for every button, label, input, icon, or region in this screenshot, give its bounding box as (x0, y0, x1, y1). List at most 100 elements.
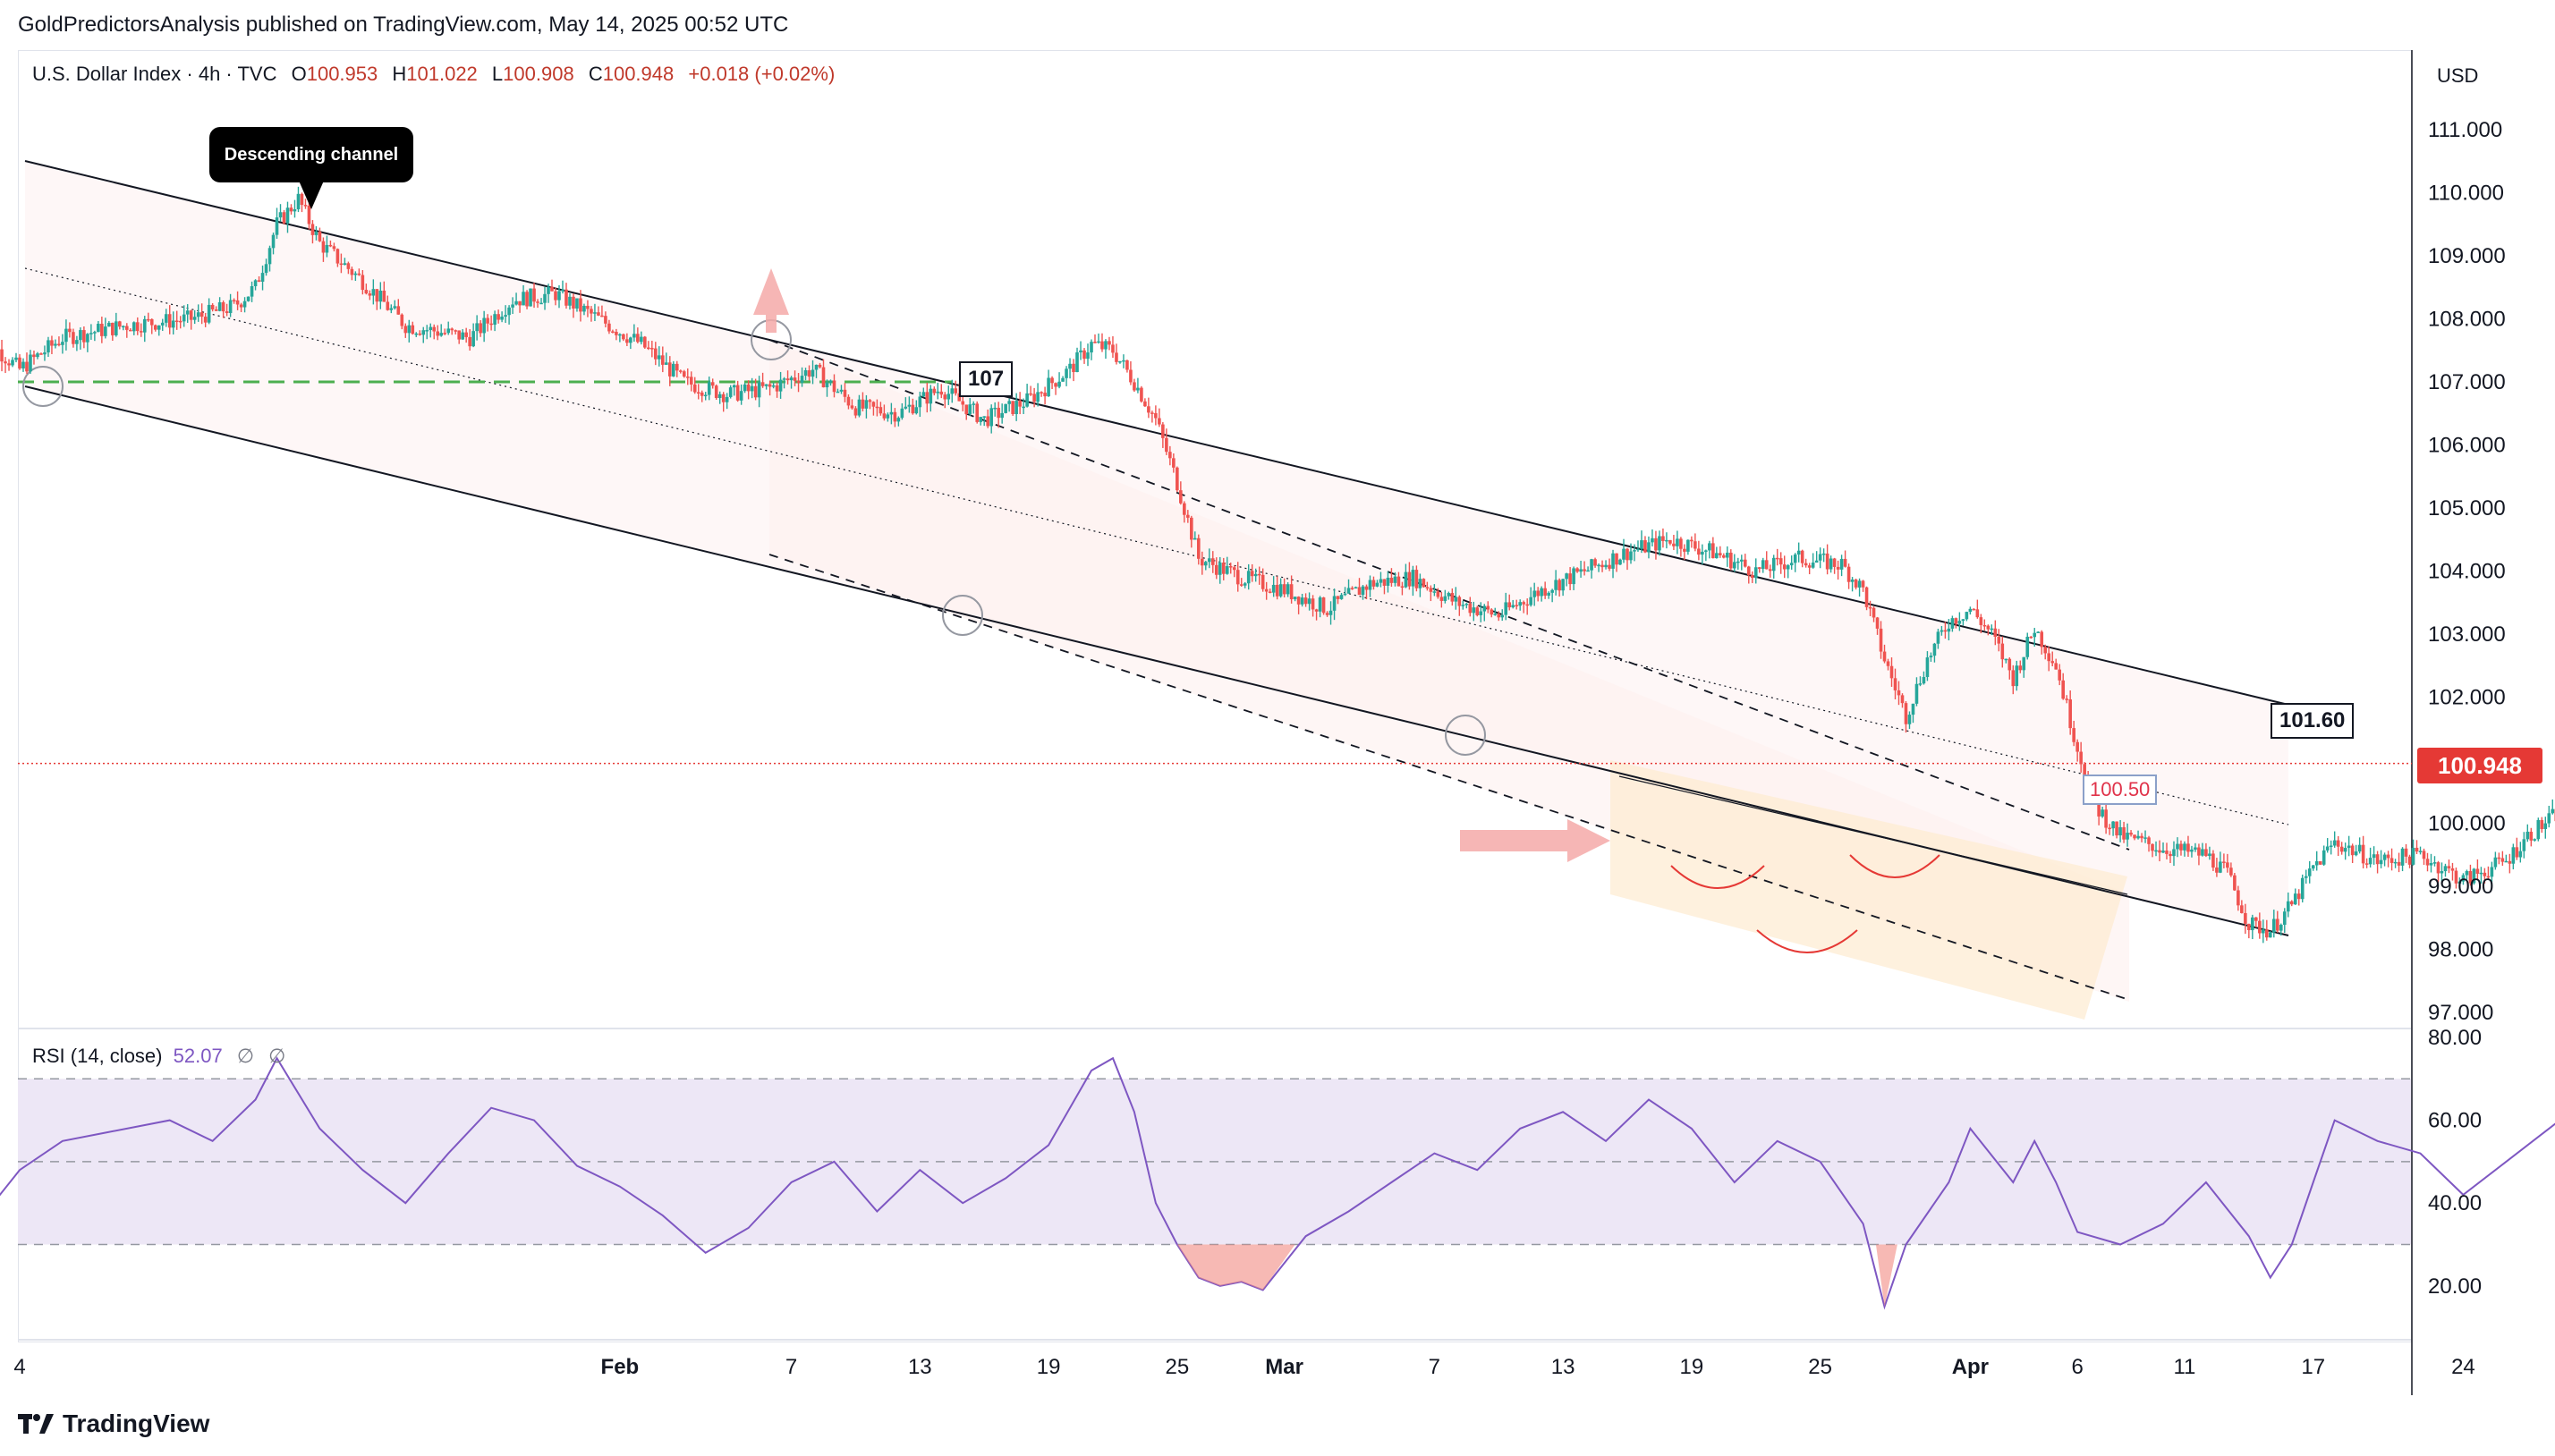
candle-body (2054, 663, 2058, 670)
rsi-legend[interactable]: RSI (14, close) 52.07 ∅ ∅ (32, 1045, 285, 1068)
candle-body (1018, 401, 1022, 407)
candle-body (1293, 597, 1297, 600)
candle-body (393, 306, 397, 309)
candle-body (1778, 558, 1783, 565)
candle-body (2504, 860, 2508, 863)
candle-body (282, 212, 286, 224)
candle-body (310, 224, 315, 235)
candle-body (929, 388, 933, 404)
candle-body (975, 403, 980, 422)
candle-body (4, 361, 7, 364)
candle-body (1768, 569, 1772, 571)
rsi-null-1: ∅ (236, 1045, 254, 1067)
candle-body (2318, 861, 2322, 865)
candle-body (228, 300, 233, 314)
candle-body (2540, 819, 2544, 829)
candle-body (2286, 901, 2290, 912)
candle-body (1515, 605, 1519, 607)
candle-body (1982, 624, 1987, 627)
candle-body (625, 339, 629, 343)
candle-body (182, 314, 186, 322)
tradingview-footer[interactable]: TradingView (18, 1409, 209, 1438)
candle-body (1846, 566, 1851, 582)
drawings-layer (18, 160, 2412, 1001)
time-tick-label: 11 (2173, 1355, 2195, 1379)
candle-body (1511, 605, 1515, 608)
candle-body (2208, 853, 2211, 857)
candle-body (275, 217, 279, 235)
candle-body (640, 336, 643, 343)
candle-body (135, 322, 140, 332)
candle-body (1618, 559, 1622, 565)
candle-body (1568, 573, 1572, 585)
candle-body (1136, 387, 1140, 391)
candle-body (1490, 609, 1494, 615)
candle-body (1889, 665, 1894, 679)
descending-channel-callout[interactable]: Descending channel (209, 127, 413, 182)
candle-body (2354, 851, 2358, 856)
candle-body (72, 332, 75, 344)
candle-body (1176, 467, 1179, 491)
candle-body (132, 322, 136, 332)
chart-canvas[interactable]: 111.000 110.000 109.000 108.000 107.000 106.0… (0, 0, 2555, 1404)
candle-body (1396, 576, 1401, 587)
price-tick-label: 103.000 (2428, 622, 2506, 647)
candle-body (1125, 360, 1129, 370)
candle-body (886, 414, 890, 419)
candle-body (2015, 665, 2019, 687)
time-tick-label: 4 (13, 1355, 25, 1379)
candle-body (1228, 566, 1233, 568)
candle-body (457, 330, 461, 340)
level-10050-label[interactable]: 100.50 (2083, 775, 2158, 805)
rsi-layer (0, 1056, 2555, 1310)
candle-body (1957, 621, 1962, 624)
candle-body (882, 413, 887, 419)
candle-body (174, 320, 179, 322)
currency-label[interactable]: USD (2437, 64, 2479, 87)
candle-body (2000, 643, 2005, 660)
candle-body (611, 331, 615, 333)
candle-body (2151, 843, 2154, 851)
candle-body (2497, 857, 2501, 859)
candle-body (2357, 844, 2362, 852)
candle-body (1400, 586, 1405, 588)
axis-layer: 111.000 110.000 109.000 108.000 107.000 106.0… (13, 118, 2506, 1379)
candle-body (1719, 553, 1722, 555)
candle-body (1011, 401, 1014, 415)
candle-body (1796, 550, 1801, 555)
sub-channel-lower (768, 554, 2130, 1001)
candle-body (1328, 610, 1333, 615)
rsi-name[interactable]: RSI (14, close) (32, 1045, 163, 1067)
candle-body (118, 321, 122, 327)
candle-body (2418, 851, 2423, 852)
candle-body (1486, 605, 1490, 610)
candle-body (1961, 619, 1965, 622)
candle-body (1936, 631, 1940, 644)
candle-body (314, 231, 318, 235)
candle-body (760, 382, 765, 386)
low-label: L (491, 63, 504, 85)
candle-body (2169, 853, 2172, 857)
level-107-label[interactable]: 107 (959, 361, 1014, 397)
candle-body (579, 298, 582, 312)
candle-body (1750, 575, 1754, 579)
candle-body (328, 244, 333, 247)
symbol-name[interactable]: U.S. Dollar Index · 4h · TVC (32, 63, 277, 85)
candle-body (1676, 538, 1679, 546)
candle-body (1504, 602, 1508, 615)
candle-body (1235, 570, 1240, 585)
candle-body (572, 296, 575, 309)
candle-body (1036, 392, 1040, 402)
candle-body (857, 399, 862, 416)
candle-body (1072, 363, 1075, 373)
candle-body (536, 301, 539, 303)
candle-body (615, 331, 618, 335)
candle-body (79, 330, 82, 341)
candle-body (2097, 796, 2101, 817)
level-10160-label[interactable]: 101.60 (2271, 703, 2355, 739)
candle-body (785, 378, 790, 381)
symbol-legend[interactable]: U.S. Dollar Index · 4h · TVC O100.953 H1… (32, 63, 835, 86)
candle-body (1047, 377, 1050, 397)
candle-body (1911, 703, 1915, 715)
time-tick-label: 7 (1429, 1355, 1440, 1379)
